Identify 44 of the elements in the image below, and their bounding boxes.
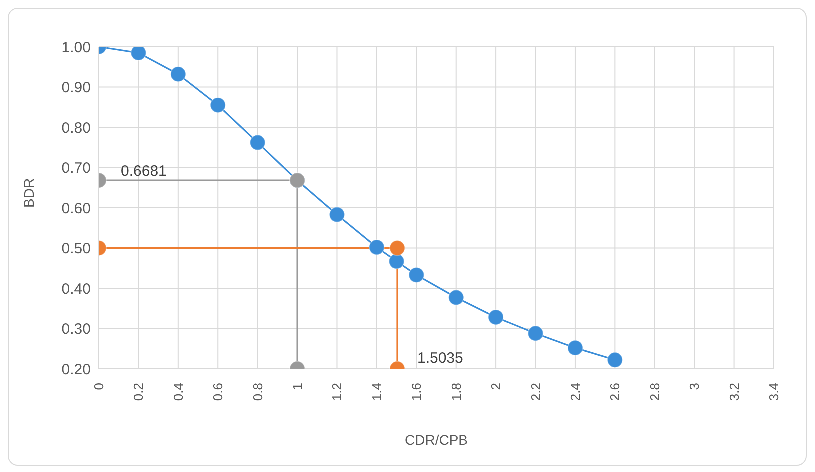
x-tick-label: 3.4	[766, 383, 782, 402]
y-tick-label: 0.70	[62, 160, 91, 178]
x-tick-label: 1.8	[448, 383, 464, 402]
annotation: 0.6681	[121, 162, 167, 180]
x-tick-label: 0.8	[250, 383, 266, 402]
point	[488, 309, 504, 326]
y-axis-title: BDR	[20, 178, 37, 208]
point	[170, 66, 186, 82]
point	[408, 267, 425, 284]
point	[448, 290, 464, 306]
point	[607, 352, 624, 368]
x-tick-label: 1.6	[409, 383, 424, 402]
x-tick-label: 3.2	[726, 383, 742, 402]
point	[368, 239, 385, 256]
y-tick-label: 0.50	[62, 240, 91, 258]
y-tick-label: 0.20	[62, 361, 91, 378]
y-tick-label: 0.90	[62, 80, 91, 97]
point	[567, 340, 584, 356]
x-tick-label: 1.4	[369, 383, 384, 402]
point	[329, 206, 346, 223]
point	[528, 326, 544, 342]
x-tick-label: 2.2	[528, 383, 544, 402]
y-tick-label: 0.80	[62, 120, 91, 137]
point	[388, 254, 405, 270]
point	[250, 134, 266, 151]
x-tick-label: 0.2	[131, 383, 146, 402]
x-tick-label: 0.4	[170, 383, 186, 402]
y-tick-label: 1.00	[62, 39, 91, 56]
y-tick-label: 0.60	[62, 200, 91, 218]
point	[130, 47, 147, 62]
x-tick-label: 2	[488, 383, 504, 390]
annotation: 1.5035	[417, 350, 464, 367]
x-tick-label: 0	[92, 383, 106, 390]
x-tick-label: 2.4	[568, 383, 583, 402]
x-tick-label: 3	[687, 383, 702, 390]
y-tick-label: 0.30	[62, 321, 91, 338]
x-axis-title: CDR/CPB	[404, 432, 468, 448]
x-tick-label: 1	[290, 383, 306, 390]
x-tick-label: 0.6	[210, 383, 226, 402]
y-tick-label: 0.40	[62, 280, 91, 298]
point	[210, 97, 226, 114]
x-tick-label: 1.2	[330, 383, 345, 402]
x-tick-label: 2.8	[647, 383, 662, 402]
x-tick-label: 2.6	[608, 383, 623, 402]
